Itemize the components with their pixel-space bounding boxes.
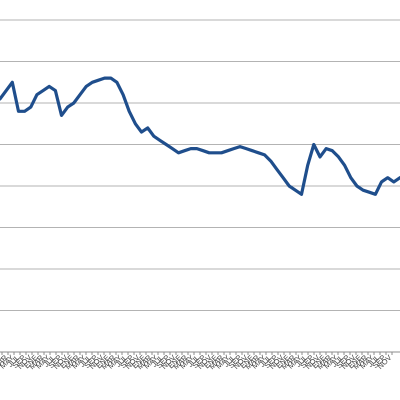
series-line [0, 76, 400, 196]
x-tick-label: MAR [0, 353, 10, 372]
gridlines [0, 19, 400, 311]
x-axis-tick-labels: ENEMARMAYJULSEPNOVENEMARMAYJULSEPNOVENEM… [0, 352, 393, 371]
series-group [0, 76, 400, 196]
